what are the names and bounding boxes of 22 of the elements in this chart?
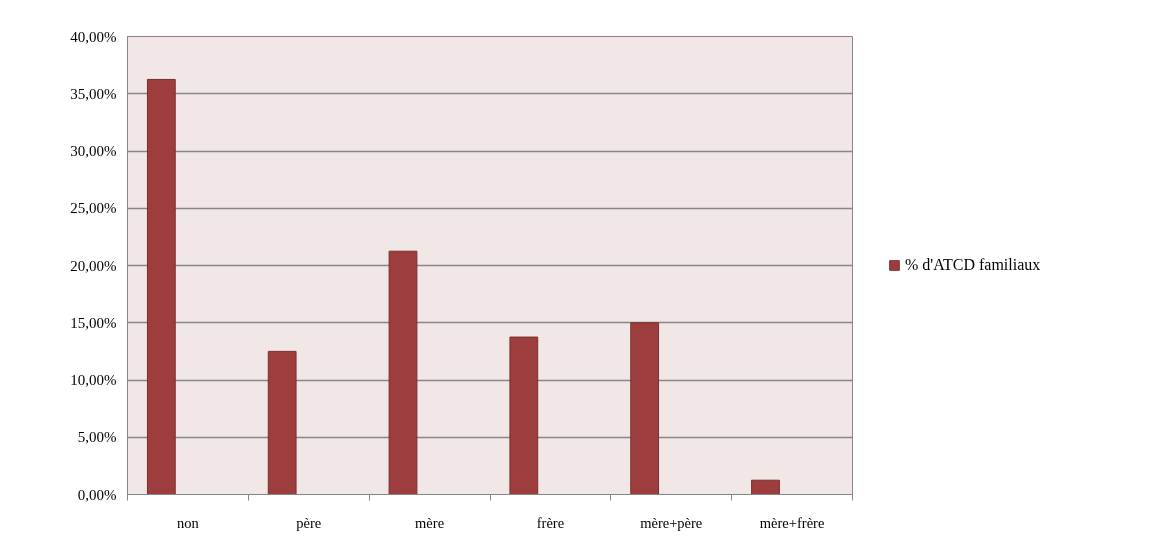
- legend-label: % d'ATCD familiaux: [905, 256, 1041, 274]
- y-tick-label: 25,00%: [70, 200, 117, 217]
- x-tick-label: non: [177, 514, 200, 531]
- y-tick-label: 5,00%: [77, 429, 117, 446]
- y-tick-label: 10,00%: [70, 372, 117, 388]
- y-tick-label: 20,00%: [70, 257, 117, 274]
- bar: [146, 78, 176, 495]
- x-tick-label: mère+père: [640, 514, 703, 531]
- bar: [267, 350, 297, 495]
- bar: [388, 250, 418, 495]
- y-tick-label: 30,00%: [70, 143, 117, 159]
- bar: [751, 479, 780, 495]
- x-tick-label: mère+frère: [759, 514, 825, 531]
- bar: [630, 322, 660, 495]
- y-tick-label: 40,00%: [70, 28, 117, 45]
- y-tick-label: 0,00%: [77, 486, 117, 503]
- x-tick-label: frère: [536, 514, 565, 531]
- x-tick-label: père: [296, 514, 322, 531]
- x-tick-label: mère: [415, 514, 445, 531]
- bar: [509, 336, 539, 495]
- y-tick-label: 35,00%: [70, 85, 117, 102]
- y-tick-label: 15,00%: [70, 314, 117, 331]
